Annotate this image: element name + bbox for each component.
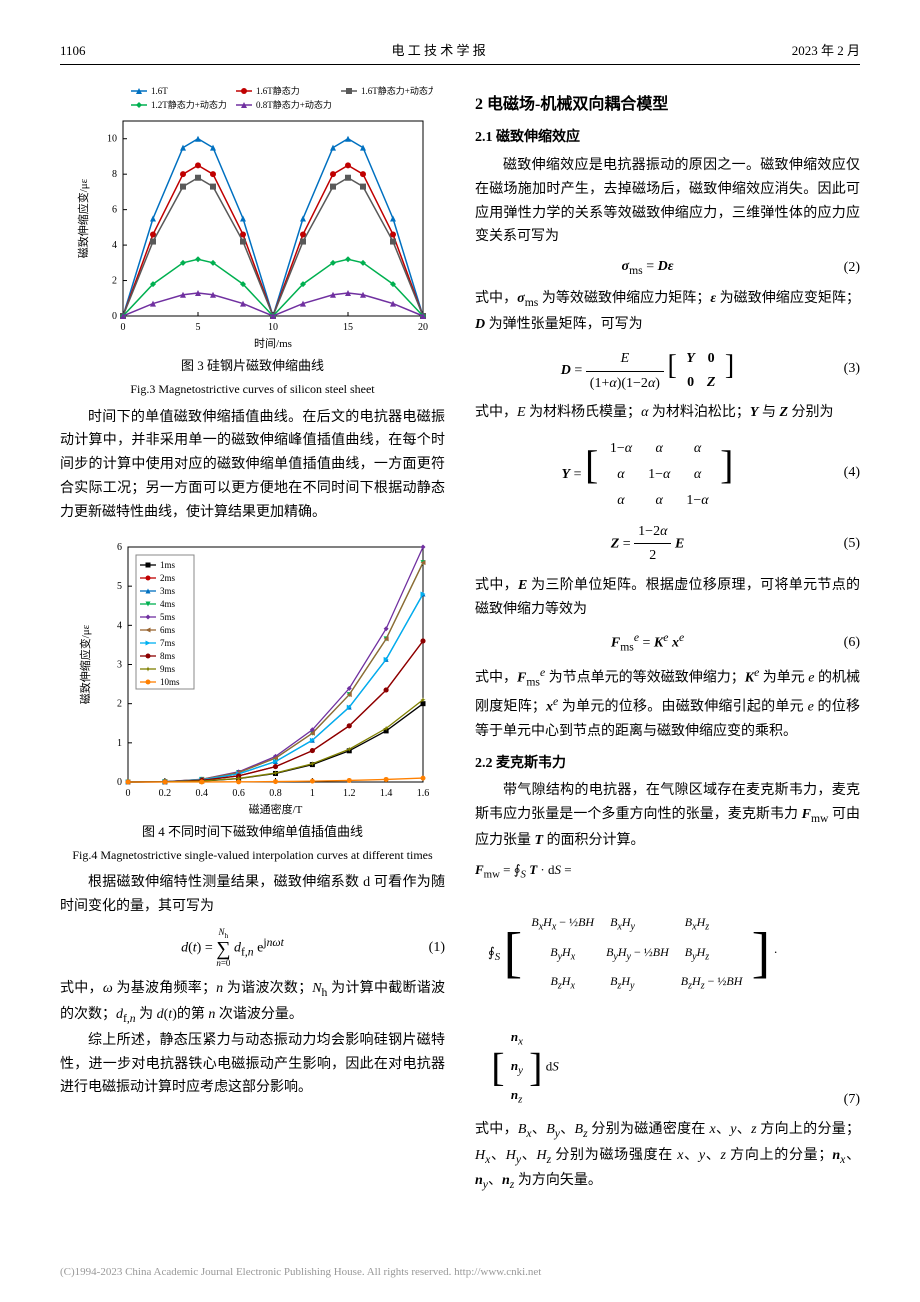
svg-text:5: 5 (195, 322, 200, 333)
left-column: 051015200246810时间/ms磁致伸缩应变/με1.6T1.6T静态力… (60, 81, 445, 1195)
fig3-caption-en: Fig.3 Magnetostrictive curves of silicon… (60, 379, 445, 399)
svg-text:1ms: 1ms (160, 560, 176, 570)
eq5-num: (5) (820, 532, 860, 556)
eq7-body: Fmw = ∮S T · dS = ∮S [ BxHx − ½BHBxHyBxH… (475, 859, 820, 1112)
eq2-body: σms = Dε (475, 255, 820, 281)
page-header: 1106 电 工 技 术 学 报 2023 年 2 月 (60, 40, 860, 65)
svg-text:1.6T静态力: 1.6T静态力 (256, 85, 300, 96)
svg-text:8: 8 (112, 169, 117, 180)
equation-1: d(t) = Nh ∑ n=0 df,n ejnωt (1) (60, 925, 445, 972)
svg-text:15: 15 (343, 322, 353, 333)
right-p4: 式中，E 为三阶单位矩阵。根据虚位移原理，可将单元节点的磁致伸缩力等效为 (475, 574, 860, 622)
svg-text:0: 0 (120, 322, 125, 333)
eq1-body: d(t) = Nh ∑ n=0 df,n ejnωt (60, 925, 405, 972)
svg-text:20: 20 (418, 322, 428, 333)
svg-text:4: 4 (117, 620, 122, 631)
left-paragraph-2: 根据磁致伸缩特性测量结果，磁致伸缩系数 d 可看作为随时间变化的量，其可写为 (60, 871, 445, 919)
right-p5: 式中，Fmse 为节点单元的等效磁致伸缩力；Ke 为单元 e 的机械刚度矩阵；x… (475, 663, 860, 744)
svg-text:3: 3 (117, 659, 122, 670)
svg-text:1: 1 (309, 788, 314, 799)
equation-7: Fmw = ∮S T · dS = ∮S [ BxHx − ½BHBxHyBxH… (475, 859, 860, 1112)
svg-text:3ms: 3ms (160, 586, 176, 596)
left-paragraph-3: 式中，ω 为基波角频率；n 为谐波次数；Nh 为计算中截断谐波的次数；df,n … (60, 977, 445, 1028)
journal-title: 电 工 技 术 学 报 (392, 40, 486, 62)
eq1-num: (1) (405, 936, 445, 960)
svg-text:0: 0 (112, 311, 117, 322)
section-2-title: 2 电磁场-机械双向耦合模型 (475, 91, 860, 118)
page-number: 1106 (60, 40, 86, 62)
fig4-caption-cn: 图 4 不同时间下磁致伸缩单值插值曲线 (60, 821, 445, 843)
svg-text:1.6: 1.6 (416, 788, 429, 799)
eq2-num: (2) (820, 256, 860, 280)
right-column: 2 电磁场-机械双向耦合模型 2.1 磁致伸缩效应 磁致伸缩效应是电抗器振动的原… (475, 81, 860, 1195)
svg-text:1.6T静态力+动态力: 1.6T静态力+动态力 (361, 85, 433, 96)
equation-5: Z = 1−2α 2 E (5) (475, 520, 860, 569)
svg-text:9ms: 9ms (160, 664, 176, 674)
svg-text:0.8: 0.8 (269, 788, 282, 799)
fig3-caption-cn: 图 3 硅钢片磁致伸缩曲线 (60, 355, 445, 377)
svg-text:0.6: 0.6 (232, 788, 245, 799)
svg-text:5: 5 (117, 581, 122, 592)
svg-text:7ms: 7ms (160, 638, 176, 648)
figure-3: 0 5 10 15 20 0 2 4 6 8 10 时间/ms 磁致伸缩应变/με 1.6T 1.6T静态力… (60, 81, 445, 399)
svg-text:8ms: 8ms (160, 651, 176, 661)
section-2-1-title: 2.1 磁致伸缩效应 (475, 126, 860, 150)
left-paragraph-1: 时间下的单值磁致伸缩插值曲线。在后文的电抗器电磁振动计算中，并非采用单一的磁致伸… (60, 406, 445, 525)
svg-text:10ms: 10ms (160, 677, 180, 687)
svg-text:2: 2 (117, 698, 122, 709)
eq4-num: (4) (820, 461, 860, 485)
eq6-num: (6) (820, 631, 860, 655)
svg-text:时间/ms: 时间/ms (254, 337, 292, 350)
svg-text:10: 10 (107, 134, 117, 145)
equation-3: D = E (1+α)(1−2α) [ Y00Z ] (3) (475, 342, 860, 395)
svg-text:2ms: 2ms (160, 573, 176, 583)
svg-text:6: 6 (117, 542, 122, 553)
figure-4: 0 0.2 0.4 0.6 0.8 1 1.2 1.4 1.6 0 1 2 3 4 5 6 磁通密度/T 磁致伸缩… (60, 537, 445, 865)
svg-text:5ms: 5ms (160, 612, 176, 622)
equation-6: Fmse = Ke xe (6) (475, 628, 860, 657)
svg-text:6ms: 6ms (160, 625, 176, 635)
svg-text:1.2T静态力+动态力: 1.2T静态力+动态力 (151, 99, 227, 110)
fig4-caption-en: Fig.4 Magnetostrictive single-valued int… (60, 845, 445, 865)
svg-text:1.6T: 1.6T (151, 86, 168, 96)
svg-text:10: 10 (268, 322, 278, 333)
svg-text:4ms: 4ms (160, 599, 176, 609)
left-paragraph-4: 综上所述，静态压紧力与动态振动力均会影响硅钢片磁特性，进一步对电抗器铁心电磁振动… (60, 1029, 445, 1100)
svg-text:0.2: 0.2 (158, 788, 171, 799)
right-p7: 式中，Bx、By、Bz 分别为磁通密度在 x、y、z 方向上的分量；Hx、Hy、… (475, 1118, 860, 1195)
equation-2: σms = Dε (2) (475, 255, 860, 281)
svg-text:磁致伸缩应变/με: 磁致伸缩应变/με (78, 624, 92, 704)
page-footer: (C)1994-2023 China Academic Journal Elec… (60, 1263, 541, 1282)
issue-date: 2023 年 2 月 (792, 40, 860, 62)
svg-text:1.2: 1.2 (343, 788, 356, 799)
svg-text:磁致伸缩应变/με: 磁致伸缩应变/με (76, 178, 90, 258)
svg-text:1: 1 (117, 737, 122, 748)
svg-text:4: 4 (112, 240, 117, 251)
right-p2: 式中，σms 为等效磁致伸缩应力矩阵；ε 为磁致伸缩应变矩阵；D 为弹性张量矩阵… (475, 287, 860, 336)
svg-text:1.4: 1.4 (379, 788, 392, 799)
svg-text:磁通密度/T: 磁通密度/T (248, 802, 302, 816)
eq4-body: Y = [ 1−ααα α1−αα αα1−α ] (475, 431, 820, 513)
section-2-2-title: 2.2 麦克斯韦力 (475, 752, 860, 776)
svg-text:6: 6 (112, 205, 117, 216)
svg-text:0: 0 (117, 777, 122, 788)
eq6-body: Fmse = Ke xe (475, 628, 820, 657)
right-p1: 磁致伸缩效应是电抗器振动的原因之一。磁致伸缩效应仅在磁场施加时产生，去掉磁场后，… (475, 154, 860, 249)
svg-text:0.4: 0.4 (195, 788, 208, 799)
svg-text:0: 0 (125, 788, 130, 799)
equation-4: Y = [ 1−ααα α1−αα αα1−α ] (4) (475, 431, 860, 513)
right-p3: 式中，E 为材料杨氏模量；α 为材料泊松比；Y 与 Z 分别为 (475, 401, 860, 425)
eq3-num: (3) (820, 357, 860, 381)
svg-text:0.8T静态力+动态力: 0.8T静态力+动态力 (256, 99, 332, 110)
svg-text:2: 2 (112, 276, 117, 287)
eq5-body: Z = 1−2α 2 E (475, 520, 820, 569)
eq7-num: (7) (820, 1088, 860, 1112)
eq3-body: D = E (1+α)(1−2α) [ Y00Z ] (475, 342, 820, 395)
right-p6: 带气隙结构的电抗器，在气隙区域存在麦克斯韦力，麦克斯韦应力张量是一个多重方向性的… (475, 779, 860, 852)
